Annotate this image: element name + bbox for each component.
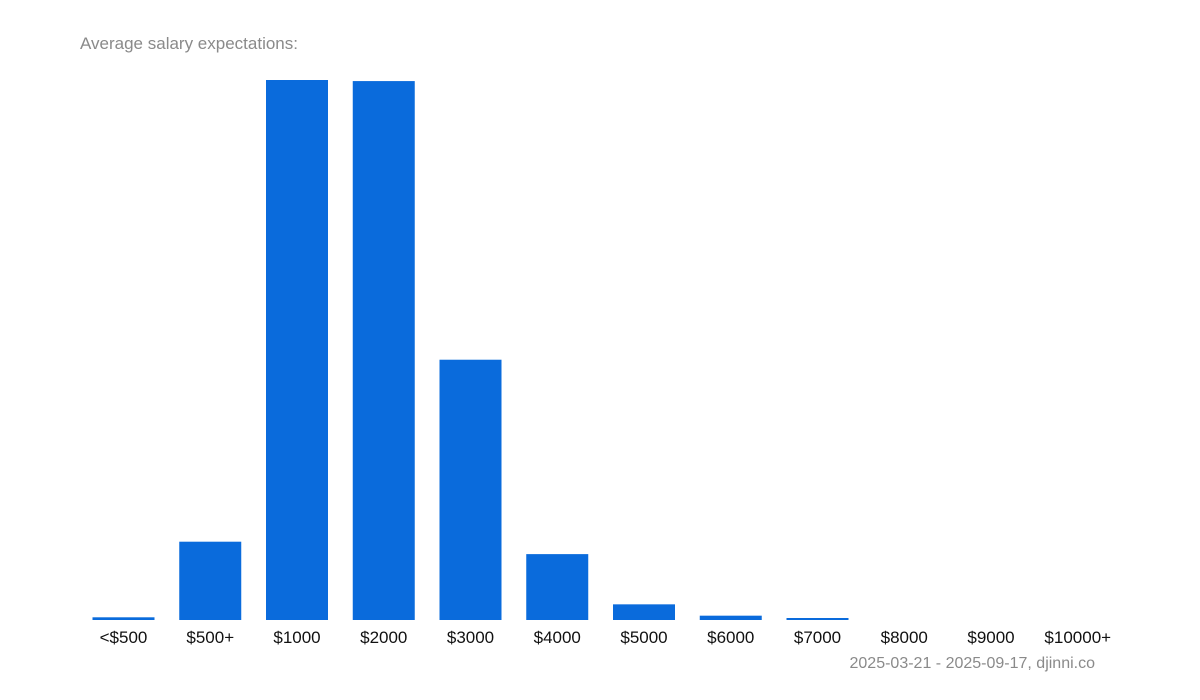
x-tick-label: $3000 — [447, 628, 494, 647]
bar-5 — [526, 554, 589, 620]
bar-2 — [266, 80, 328, 620]
bar-3 — [352, 81, 415, 620]
x-tick-label: $4000 — [534, 628, 581, 647]
date-range-source-note: 2025-03-21 - 2025-09-17, djinni.co — [849, 655, 1096, 672]
x-tick-label: $500+ — [186, 628, 234, 647]
x-tick-label: $2000 — [360, 628, 407, 647]
x-tick-label: $6000 — [707, 628, 754, 647]
chart-title: Average salary expectations: — [80, 34, 298, 53]
x-tick-label: $10000+ — [1044, 628, 1111, 647]
bar-4 — [439, 359, 502, 620]
bar-0 — [92, 617, 155, 620]
x-tick-label: $9000 — [967, 628, 1014, 647]
x-tick-label: $5000 — [620, 628, 667, 647]
bar-6 — [613, 604, 675, 620]
x-tick-labels: <$500 $500+ $1000 $2000 $3000 $4000 $5000 $6000… — [100, 628, 1112, 647]
bar-8 — [786, 618, 849, 620]
bar-1 — [179, 541, 242, 620]
x-tick-label: $8000 — [881, 628, 928, 647]
bars-layer — [92, 80, 849, 620]
x-tick-label: $1000 — [273, 628, 320, 647]
bar-7 — [699, 615, 762, 620]
x-tick-label: $7000 — [794, 628, 841, 647]
x-tick-label: <$500 — [100, 628, 148, 647]
